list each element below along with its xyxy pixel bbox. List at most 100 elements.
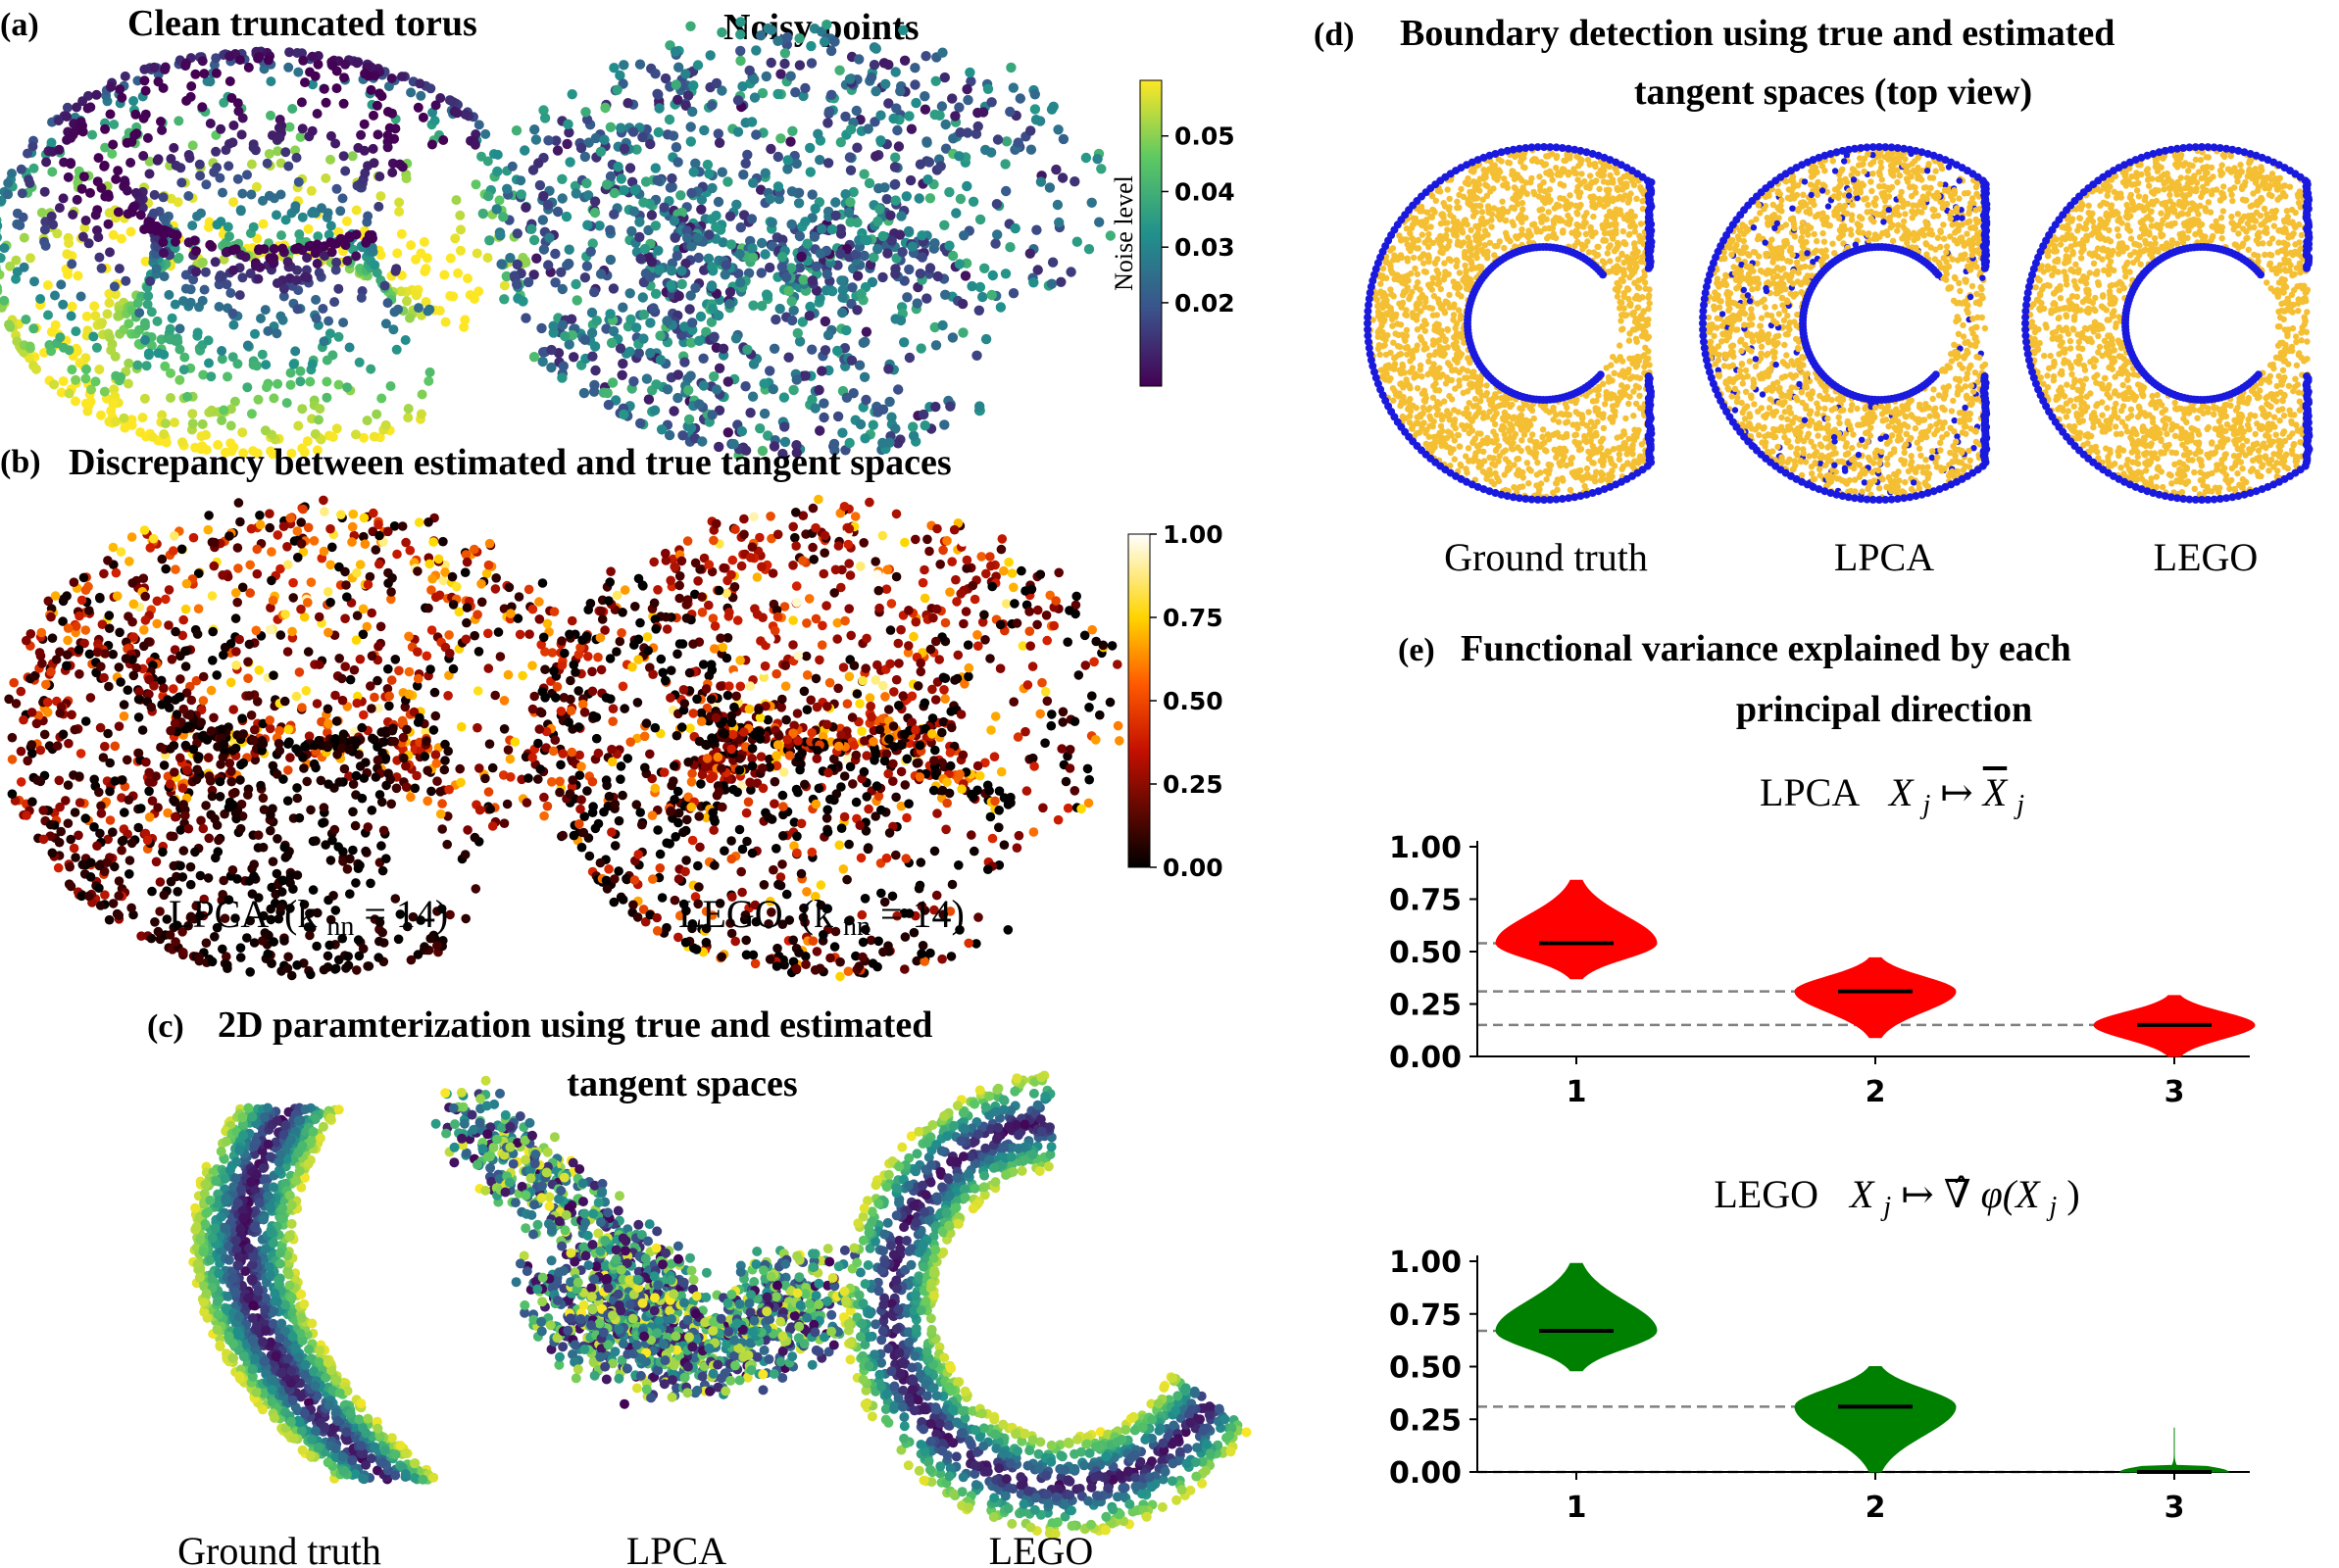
lpca-discrepancy-point	[124, 557, 134, 566]
noisy-torus-point	[890, 178, 901, 190]
lego-discrepancy-point	[1032, 605, 1043, 615]
lego-discrepancy-point	[930, 745, 940, 756]
lpca-discrepancy-point	[62, 650, 73, 660]
clean-torus-point	[275, 311, 286, 321]
lpca-discrepancy-point	[253, 830, 264, 840]
lpca-discrepancy-point	[506, 609, 516, 618]
noisy-torus-point	[776, 262, 787, 272]
clean-torus-point	[254, 245, 264, 256]
lpca-discrepancy-point	[413, 950, 423, 959]
noisy-torus-point	[890, 269, 901, 279]
clean-torus-point	[356, 129, 367, 140]
noisy-torus-point	[814, 384, 824, 396]
clean-torus-point	[223, 221, 233, 232]
lego-discrepancy-point	[788, 615, 798, 625]
noisy-torus-point	[757, 301, 768, 312]
lpca-discrepancy-point	[502, 799, 513, 809]
noisy-torus-point	[911, 97, 921, 109]
clean-torus-point	[293, 67, 304, 77]
lego-discrepancy-point	[920, 593, 930, 604]
lpca-discrepancy-point	[288, 593, 299, 603]
noisy-torus-point	[643, 394, 655, 405]
lpca-discrepancy-point	[195, 870, 206, 881]
lpca-discrepancy-point	[456, 777, 466, 788]
noisy-torus-point	[990, 238, 1001, 249]
clean-torus-point	[354, 357, 365, 368]
clean-torus-point	[294, 229, 305, 239]
clean-torus-point	[243, 62, 254, 73]
lego-discrepancy-point	[886, 599, 897, 609]
lpca-discrepancy-point	[114, 910, 124, 920]
lpca-discrepancy-point	[445, 648, 455, 659]
lpca-discrepancy-point	[210, 537, 220, 548]
noisy-torus-point	[937, 47, 948, 58]
noisy-torus-point	[570, 180, 581, 191]
lego-discrepancy-point	[615, 636, 625, 647]
lpca-discrepancy-point	[386, 799, 397, 809]
lpca-discrepancy-point	[39, 729, 50, 740]
lego-discrepancy-point	[732, 615, 743, 625]
lego-discrepancy-point	[1049, 620, 1059, 631]
clean-torus-point	[323, 316, 334, 326]
lpca-discrepancy-point	[279, 696, 290, 707]
noisy-torus-point	[955, 193, 967, 205]
lpca-discrepancy-point	[383, 768, 393, 778]
noisy-torus-point	[709, 331, 720, 342]
clean-torus-point	[197, 102, 208, 113]
lpca-discrepancy-point	[383, 663, 393, 674]
noisy-torus-point	[1000, 269, 1012, 279]
lpca-discrepancy-point	[198, 823, 209, 834]
clean-torus-point	[204, 358, 214, 368]
lego-discrepancy-point	[661, 600, 672, 611]
lego-discrepancy-point	[920, 564, 929, 575]
clean-torus-point	[471, 179, 481, 190]
clean-torus-point	[66, 159, 76, 170]
lpca-discrepancy-point	[147, 796, 158, 806]
lpca-discrepancy-point	[337, 695, 348, 706]
clean-torus-point	[170, 417, 179, 428]
clean-torus-point	[330, 138, 341, 149]
lego-discrepancy-point	[855, 699, 865, 709]
lego-discrepancy-point	[1001, 599, 1012, 609]
clean-torus-point	[290, 145, 301, 156]
clean-torus-point	[209, 167, 220, 177]
noisy-torus-point	[772, 88, 783, 100]
lpca-discrepancy-point	[268, 857, 278, 866]
lego-discrepancy-point	[945, 587, 955, 597]
lego-discrepancy-point	[1040, 738, 1050, 748]
noisy-torus-point	[904, 111, 915, 122]
lpca-discrepancy-point	[108, 827, 118, 837]
noisy-torus-point	[672, 157, 683, 168]
noisy-torus-point	[891, 103, 902, 114]
clean-torus-point	[425, 83, 436, 94]
lpca-discrepancy-point	[243, 673, 253, 683]
noisy-torus-point	[820, 345, 831, 356]
noisy-torus-point	[722, 176, 733, 187]
clean-torus-point	[158, 192, 169, 203]
lpca-discrepancy-point	[105, 786, 115, 797]
clean-torus-point	[120, 71, 130, 81]
lego-discrepancy-point	[1017, 565, 1026, 576]
lpca-discrepancy-point	[333, 955, 344, 965]
lpca-discrepancy-point	[159, 760, 170, 770]
lego-discrepancy-point	[1012, 843, 1022, 853]
clean-torus-point	[16, 164, 26, 174]
noisy-torus-point	[496, 259, 507, 270]
noisy-torus-point	[619, 184, 629, 196]
clean-torus-point	[319, 83, 329, 94]
lpca-discrepancy-point	[157, 554, 168, 564]
noisy-torus-point	[769, 343, 780, 354]
noisy-torus-point	[822, 158, 834, 169]
clean-torus-scatter	[0, 46, 531, 460]
lego-discrepancy-point	[780, 681, 791, 691]
lpca-discrepancy-point	[53, 862, 64, 873]
noisy-torus-point	[671, 79, 681, 90]
lego-discrepancy-point	[727, 555, 738, 565]
noisy-torus-point	[837, 307, 848, 318]
noisy-torus-point	[587, 351, 598, 362]
noisy-torus-point	[786, 219, 797, 230]
noisy-torus-point	[940, 143, 952, 154]
noisy-torus-point	[757, 87, 769, 99]
clean-torus-point	[227, 308, 238, 318]
clean-torus-point	[319, 336, 329, 347]
